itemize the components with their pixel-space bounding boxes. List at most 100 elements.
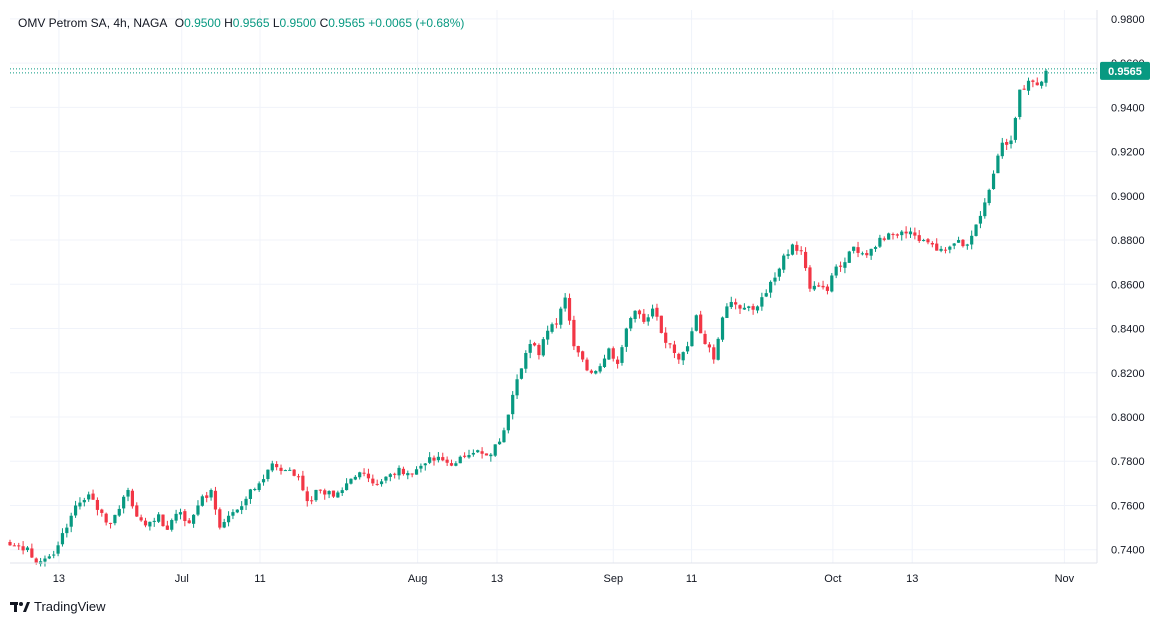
candle[interactable] xyxy=(139,514,143,522)
candle[interactable] xyxy=(930,241,934,248)
candle[interactable] xyxy=(279,464,283,475)
candle[interactable] xyxy=(108,522,113,529)
candle[interactable] xyxy=(65,523,69,538)
candle[interactable] xyxy=(266,469,270,482)
candle[interactable] xyxy=(952,242,956,250)
candle[interactable] xyxy=(104,512,108,526)
candle[interactable] xyxy=(594,370,598,375)
candle[interactable] xyxy=(248,488,253,504)
candle[interactable] xyxy=(830,273,834,293)
candle[interactable] xyxy=(943,247,948,254)
candle[interactable] xyxy=(143,517,148,528)
candle[interactable] xyxy=(261,474,266,486)
candle[interactable] xyxy=(860,251,865,256)
candle[interactable] xyxy=(471,449,475,457)
candle[interactable] xyxy=(865,250,869,258)
candle[interactable] xyxy=(939,245,943,253)
candle[interactable] xyxy=(349,478,353,485)
candle[interactable] xyxy=(209,488,213,501)
candle[interactable] xyxy=(52,550,56,559)
candle[interactable] xyxy=(703,330,707,345)
candle[interactable] xyxy=(908,227,913,238)
candle[interactable] xyxy=(301,470,305,492)
candle[interactable] xyxy=(991,170,996,190)
candle[interactable] xyxy=(742,303,746,310)
candle[interactable] xyxy=(449,459,454,467)
candle[interactable] xyxy=(384,476,388,484)
candle[interactable] xyxy=(187,518,191,524)
candle[interactable] xyxy=(441,452,445,462)
candle[interactable] xyxy=(913,227,917,240)
candle[interactable] xyxy=(126,487,130,502)
candle[interactable] xyxy=(629,316,633,332)
candle[interactable] xyxy=(327,490,331,499)
candle[interactable] xyxy=(725,303,729,318)
candle[interactable] xyxy=(948,245,952,254)
candle[interactable] xyxy=(852,246,856,254)
candle[interactable] xyxy=(546,325,550,345)
candle[interactable] xyxy=(729,296,733,310)
candle[interactable] xyxy=(983,198,987,219)
candle[interactable] xyxy=(856,241,860,258)
candle[interactable] xyxy=(323,488,327,500)
candle[interactable] xyxy=(589,369,593,375)
candle[interactable] xyxy=(790,243,795,256)
candle[interactable] xyxy=(310,496,314,505)
candle[interactable] xyxy=(200,494,204,507)
candle[interactable] xyxy=(895,233,899,239)
candle[interactable] xyxy=(476,449,480,453)
candle[interactable] xyxy=(497,438,502,445)
candle[interactable] xyxy=(681,351,685,365)
candle[interactable] xyxy=(423,462,427,471)
candle[interactable] xyxy=(511,391,515,420)
candle[interactable] xyxy=(624,327,628,352)
candle[interactable] xyxy=(414,466,419,475)
candle[interactable] xyxy=(734,298,738,310)
candle[interactable] xyxy=(777,267,781,281)
candle[interactable] xyxy=(463,452,467,459)
candle[interactable] xyxy=(275,461,279,471)
candle[interactable] xyxy=(581,350,585,363)
candle[interactable] xyxy=(371,474,375,486)
candle[interactable] xyxy=(467,449,471,459)
candle[interactable] xyxy=(677,352,681,364)
candle[interactable] xyxy=(305,486,309,507)
candle[interactable] xyxy=(720,316,725,342)
candle[interactable] xyxy=(773,272,777,286)
candle[interactable] xyxy=(646,314,650,326)
candle[interactable] xyxy=(559,306,563,329)
candle[interactable] xyxy=(25,546,30,553)
candle[interactable] xyxy=(1022,85,1026,91)
candle[interactable] xyxy=(532,341,537,347)
candle[interactable] xyxy=(458,455,462,464)
candle[interactable] xyxy=(642,308,646,324)
candle[interactable] xyxy=(331,490,336,498)
candle[interactable] xyxy=(970,230,974,250)
candle[interactable] xyxy=(410,473,414,478)
candle[interactable] xyxy=(755,305,760,314)
candle[interactable] xyxy=(336,490,340,498)
candle[interactable] xyxy=(524,350,528,373)
candle[interactable] xyxy=(60,528,65,547)
candle[interactable] xyxy=(817,282,821,288)
symbol-legend[interactable]: OMV Petrom SA, 4h, NAGA O0.9500 H0.9565 … xyxy=(18,16,464,30)
candle[interactable] xyxy=(1035,77,1039,86)
candle[interactable] xyxy=(17,542,21,550)
candle[interactable] xyxy=(502,427,506,443)
candle[interactable] xyxy=(56,541,60,557)
candle[interactable] xyxy=(117,505,121,517)
candle[interactable] xyxy=(428,452,432,465)
candle[interactable] xyxy=(43,555,47,567)
candle[interactable] xyxy=(344,478,349,491)
candle[interactable] xyxy=(974,224,978,237)
candle[interactable] xyxy=(650,304,655,319)
candle[interactable] xyxy=(1018,89,1022,120)
candle[interactable] xyxy=(576,345,580,357)
candle[interactable] xyxy=(69,512,73,533)
candle[interactable] xyxy=(170,518,174,532)
candle[interactable] xyxy=(379,479,384,487)
candle[interactable] xyxy=(362,468,366,477)
candle[interactable] xyxy=(257,481,261,492)
candle[interactable] xyxy=(1013,116,1018,143)
candle[interactable] xyxy=(637,309,642,319)
